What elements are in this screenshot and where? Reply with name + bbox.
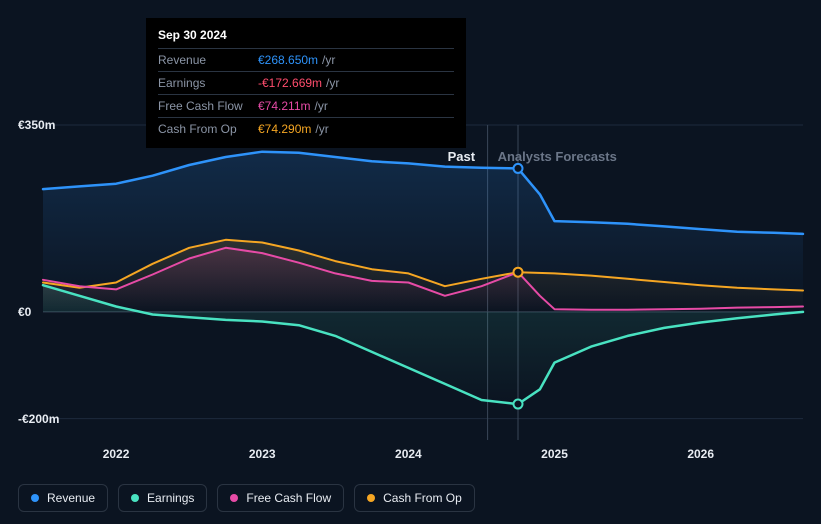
tooltip-row: Cash From Op€74.290m/yr	[158, 117, 454, 140]
tooltip-row-label: Cash From Op	[158, 120, 258, 138]
legend-item-revenue[interactable]: Revenue	[18, 484, 108, 512]
chart-container	[18, 125, 803, 465]
legend-dot-icon	[367, 494, 375, 502]
tooltip-row-value: -€172.669m	[258, 74, 322, 92]
legend: Revenue Earnings Free Cash Flow Cash From O…	[18, 484, 475, 512]
marker-revenue	[514, 164, 523, 173]
tooltip-date: Sep 30 2024	[158, 26, 454, 44]
tooltip-row-unit: /yr	[326, 74, 339, 92]
x-axis-label: 2025	[541, 447, 568, 461]
x-axis-label: 2024	[395, 447, 422, 461]
chart-tooltip: Sep 30 2024 Revenue€268.650m/yrEarnings-…	[146, 18, 466, 148]
legend-item-cashop[interactable]: Cash From Op	[354, 484, 475, 512]
y-axis-label: -€200m	[18, 412, 65, 426]
forecast-label: Analysts Forecasts	[498, 149, 617, 164]
legend-dot-icon	[31, 494, 39, 502]
tooltip-row-label: Revenue	[158, 51, 258, 69]
legend-label: Cash From Op	[383, 491, 462, 505]
legend-dot-icon	[131, 494, 139, 502]
legend-item-fcf[interactable]: Free Cash Flow	[217, 484, 344, 512]
tooltip-row-label: Free Cash Flow	[158, 97, 258, 115]
x-axis-label: 2026	[687, 447, 714, 461]
legend-label: Earnings	[147, 491, 194, 505]
tooltip-row-label: Earnings	[158, 74, 258, 92]
marker-cashop	[514, 268, 523, 277]
tooltip-row: Revenue€268.650m/yr	[158, 48, 454, 71]
tooltip-row-unit: /yr	[315, 120, 328, 138]
y-axis-label: €0	[18, 305, 37, 319]
tooltip-row-unit: /yr	[322, 51, 335, 69]
legend-item-earnings[interactable]: Earnings	[118, 484, 207, 512]
tooltip-row: Free Cash Flow€74.211m/yr	[158, 94, 454, 117]
x-axis-label: 2022	[103, 447, 130, 461]
tooltip-row-value: €74.290m	[258, 120, 311, 138]
legend-dot-icon	[230, 494, 238, 502]
legend-label: Revenue	[47, 491, 95, 505]
x-axis-label: 2023	[249, 447, 276, 461]
legend-label: Free Cash Flow	[246, 491, 331, 505]
tooltip-row-value: €74.211m	[258, 97, 310, 115]
tooltip-row-unit: /yr	[314, 97, 327, 115]
y-axis-label: €350m	[18, 118, 61, 132]
tooltip-rows: Revenue€268.650m/yrEarnings-€172.669m/yr…	[158, 48, 454, 140]
past-label: Past	[448, 149, 475, 164]
tooltip-row: Earnings-€172.669m/yr	[158, 71, 454, 94]
chart-svg[interactable]	[18, 125, 803, 465]
marker-earnings	[514, 400, 523, 409]
tooltip-row-value: €268.650m	[258, 51, 318, 69]
